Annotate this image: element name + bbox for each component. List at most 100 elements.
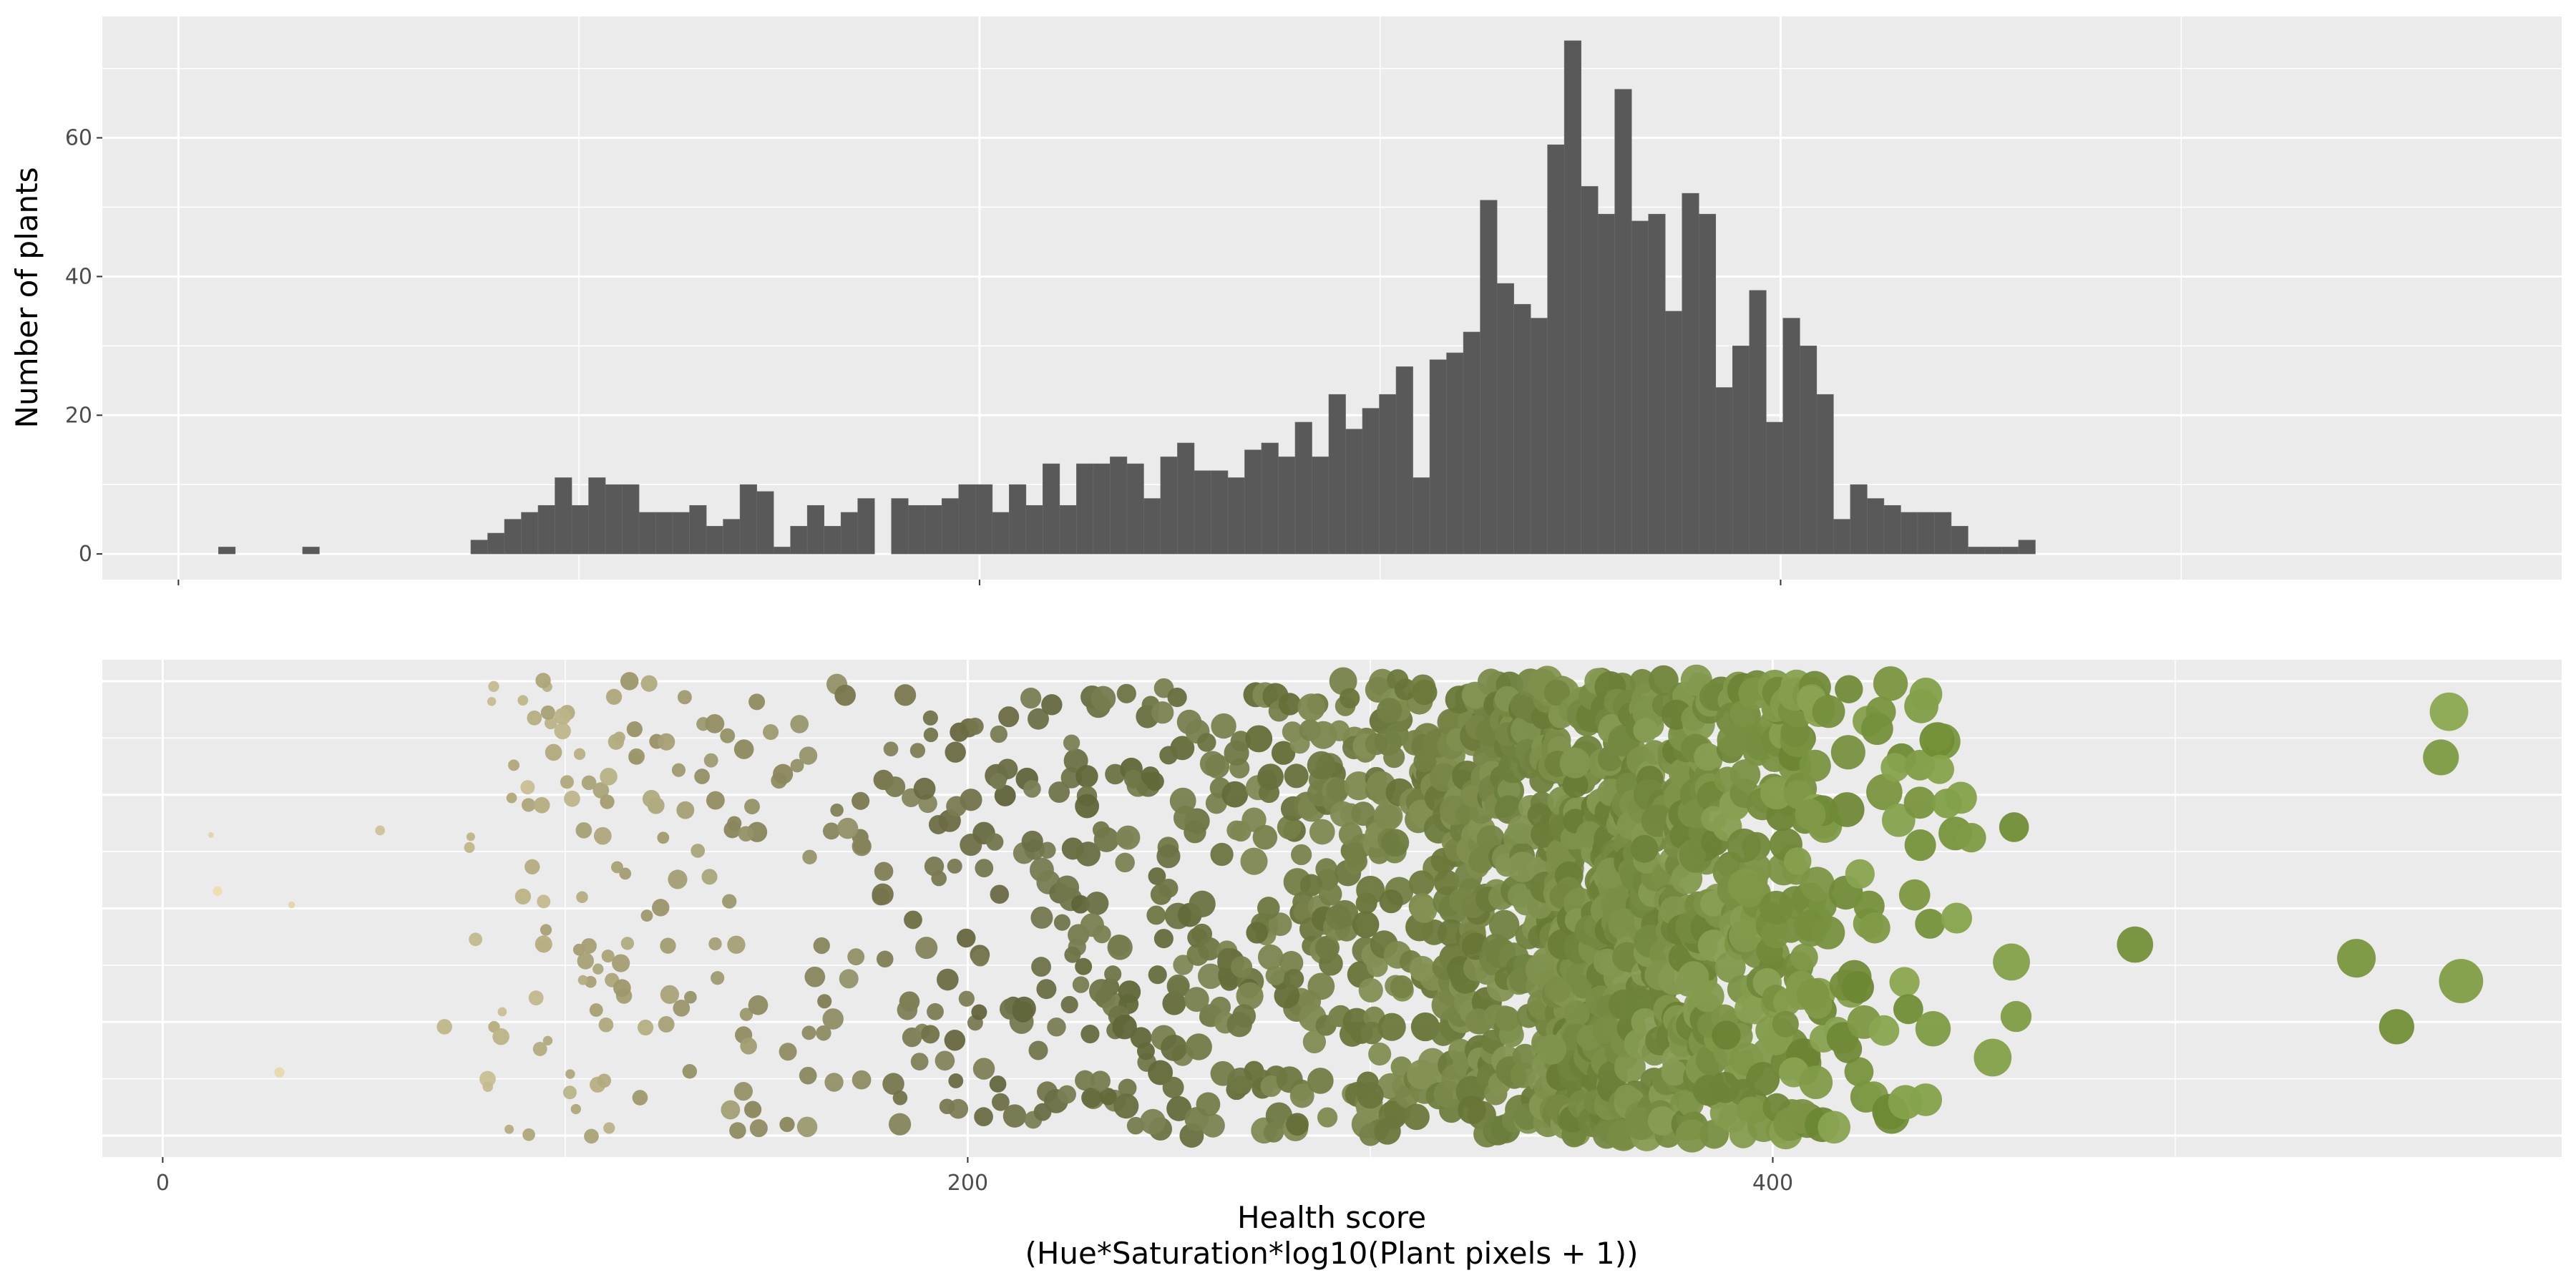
histogram-bar (1782, 318, 1800, 555)
histogram-bar (1867, 498, 1885, 555)
scatter-point (274, 1067, 285, 1078)
scatter-point (1118, 980, 1141, 1003)
histogram-bar (857, 498, 875, 555)
x-axis-title-line: (Hue*Saturation*log10(Plant pixels + 1)) (1025, 1236, 1638, 1271)
scatter-point (1993, 943, 2030, 981)
scatter-point (1047, 1017, 1066, 1037)
scatter-point (1829, 792, 1865, 827)
y-tick-label: 20 (65, 403, 92, 428)
scatter-point (600, 768, 618, 786)
scatter-point (748, 693, 766, 711)
histogram-bar (1648, 213, 1666, 555)
scatter-point (1184, 987, 1209, 1013)
histogram-bar (924, 504, 942, 555)
histogram-bar (992, 512, 1010, 555)
scatter-point (1373, 801, 1403, 831)
scatter-point (944, 1030, 966, 1051)
scatter-point (1162, 1076, 1184, 1098)
histogram-bar (840, 512, 859, 555)
histogram-bar (975, 484, 993, 555)
x-tick-label: 400 (1752, 1171, 1793, 1196)
scatter-point (1070, 894, 1090, 914)
scatter-point (723, 821, 741, 839)
scatter-point (720, 728, 736, 743)
histogram-bar (941, 498, 960, 555)
scatter-point (628, 748, 645, 765)
scatter-point (288, 901, 296, 909)
histogram-bar (1345, 429, 1363, 555)
scatter-point (1377, 1013, 1406, 1041)
histogram-bar (1362, 408, 1380, 555)
scatter-point (1860, 713, 1893, 746)
scatter-point (620, 672, 639, 691)
scatter-point (804, 966, 826, 987)
scatter-point (2429, 692, 2469, 731)
scatter-point (994, 784, 1016, 806)
scatter-point (1048, 781, 1070, 803)
scatter-point (1390, 975, 1413, 999)
histogram-bar (689, 504, 707, 555)
histogram-bar (655, 512, 673, 555)
histogram-bar (1328, 394, 1346, 555)
scatter-point (611, 861, 623, 874)
histogram-bar (1732, 346, 1750, 555)
histogram-bar (1614, 89, 1632, 555)
scatter-point (592, 963, 604, 975)
scatter-point (620, 937, 635, 950)
scatter-point (1271, 741, 1296, 765)
scatter-point (575, 822, 592, 839)
scatter-point (694, 769, 710, 784)
histogram-bar (1076, 463, 1094, 555)
scatter-point (436, 1019, 452, 1035)
scatter-point (1377, 698, 1402, 723)
scatter-point (1317, 1107, 1338, 1128)
scatter-point (1633, 718, 1658, 743)
scatter-point (1844, 1057, 1874, 1087)
scatter-point (921, 1025, 940, 1044)
scatter-point (1036, 979, 1057, 1000)
scatter-point (1031, 957, 1051, 977)
scatter-point (802, 849, 817, 864)
histogram-bar (1597, 213, 1615, 555)
scatter-point (1075, 765, 1098, 788)
scatter-point (744, 1101, 762, 1118)
scatter-point (1278, 693, 1302, 716)
scatter-point (576, 891, 588, 904)
scatter-point (375, 825, 385, 836)
scatter-point (2337, 939, 2376, 978)
scatter-point (989, 1075, 1007, 1093)
scatter-point (1108, 935, 1130, 957)
scatter-point (565, 1069, 575, 1079)
histogram-bar (1143, 498, 1161, 555)
x-axis-title: Health score (Hue*Saturation*log10(Plant … (1025, 1200, 1638, 1271)
scatter-point (1291, 844, 1312, 866)
scatter-point (1072, 976, 1090, 993)
scatter-point (1232, 1004, 1257, 1028)
scatter-point (836, 817, 859, 839)
scatter-point (1075, 841, 1101, 867)
x-axis-title-line: Health score (1237, 1200, 1426, 1235)
histogram-bar (2001, 547, 2019, 555)
scatter-point (1661, 1060, 1688, 1086)
scatter-point (520, 780, 535, 795)
scatter-point (882, 1073, 904, 1095)
scatter-point (1893, 994, 1923, 1025)
histogram-bar (521, 512, 539, 555)
scatter-point (1799, 1065, 1833, 1100)
scatter-point (1104, 965, 1122, 983)
scatter-point (834, 684, 856, 706)
scatter-point (1932, 789, 1962, 819)
scatter-point (1999, 812, 2029, 842)
histogram-bar (218, 547, 236, 555)
scatter-point (1226, 820, 1246, 841)
scatter-point (603, 1122, 615, 1134)
scatter-point (892, 1090, 908, 1106)
scatter-point (1326, 777, 1350, 801)
scatter-point (1507, 815, 1536, 844)
scatter-point (671, 763, 686, 777)
scatter-point (1028, 1040, 1048, 1060)
histogram-bar (706, 526, 723, 555)
scatter-point (1307, 751, 1336, 780)
scatter-point (1297, 693, 1326, 721)
